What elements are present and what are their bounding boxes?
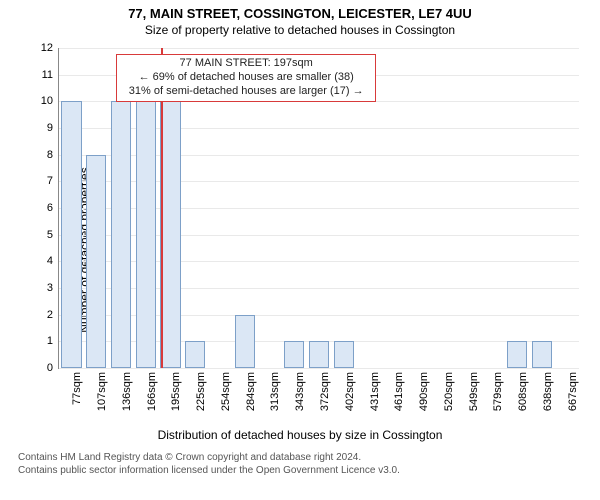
- annotation-box: 77 MAIN STREET: 197sqm← 69% of detached …: [116, 54, 376, 101]
- x-tick-label: 667sqm: [567, 352, 579, 391]
- x-tick-label: 107sqm: [96, 352, 108, 391]
- x-tick-label: 166sqm: [146, 352, 158, 391]
- x-tick-label: 638sqm: [542, 352, 554, 391]
- y-tick-label: 7: [47, 175, 53, 187]
- annotation-line: 77 MAIN STREET: 197sqm: [121, 57, 371, 71]
- annotation-line: ← 69% of detached houses are smaller (38…: [121, 71, 371, 85]
- y-tick-label: 10: [41, 95, 53, 107]
- y-tick-label: 1: [47, 335, 53, 347]
- x-tick-label: 490sqm: [418, 352, 430, 391]
- bar: [111, 101, 131, 368]
- x-tick-label: 461sqm: [393, 352, 405, 391]
- bar: [160, 101, 180, 368]
- y-tick-label: 9: [47, 122, 53, 134]
- footer-line: Contains public sector information licen…: [18, 465, 400, 478]
- gridline: [59, 48, 579, 49]
- y-tick-label: 5: [47, 229, 53, 241]
- x-tick-label: 343sqm: [294, 352, 306, 391]
- footer-attribution: Contains HM Land Registry data © Crown c…: [18, 452, 400, 477]
- x-tick-label: 225sqm: [195, 352, 207, 391]
- y-tick-label: 4: [47, 255, 53, 267]
- x-tick-label: 195sqm: [170, 352, 182, 391]
- x-tick-label: 136sqm: [121, 352, 133, 391]
- bar: [61, 101, 81, 368]
- x-tick-label: 284sqm: [245, 352, 257, 391]
- x-tick-label: 431sqm: [369, 352, 381, 391]
- y-tick-label: 2: [47, 309, 53, 321]
- y-tick-label: 0: [47, 362, 53, 374]
- x-tick-label: 579sqm: [492, 352, 504, 391]
- x-tick-label: 372sqm: [319, 352, 331, 391]
- bar: [136, 101, 156, 368]
- y-tick-label: 11: [42, 69, 53, 81]
- x-tick-label: 402sqm: [344, 352, 356, 391]
- x-axis-label: Distribution of detached houses by size …: [0, 428, 600, 442]
- x-tick-label: 549sqm: [468, 352, 480, 391]
- y-tick-label: 8: [47, 149, 53, 161]
- x-tick-label: 254sqm: [220, 352, 232, 391]
- chart-subtitle: Size of property relative to detached ho…: [0, 21, 600, 37]
- x-tick-label: 608sqm: [517, 352, 529, 391]
- x-tick-label: 77sqm: [71, 355, 83, 388]
- x-tick-label: 520sqm: [443, 352, 455, 391]
- page-title: 77, MAIN STREET, COSSINGTON, LEICESTER, …: [0, 0, 600, 21]
- y-tick-label: 12: [41, 42, 53, 54]
- y-tick-label: 3: [47, 282, 53, 294]
- chart-plot-area: 012345678910111277sqm107sqm136sqm166sqm1…: [58, 48, 579, 369]
- footer-line: Contains HM Land Registry data © Crown c…: [18, 452, 400, 465]
- x-tick-label: 313sqm: [269, 352, 281, 391]
- annotation-line: 31% of semi-detached houses are larger (…: [121, 85, 371, 99]
- bar: [86, 155, 106, 368]
- y-tick-label: 6: [47, 202, 53, 214]
